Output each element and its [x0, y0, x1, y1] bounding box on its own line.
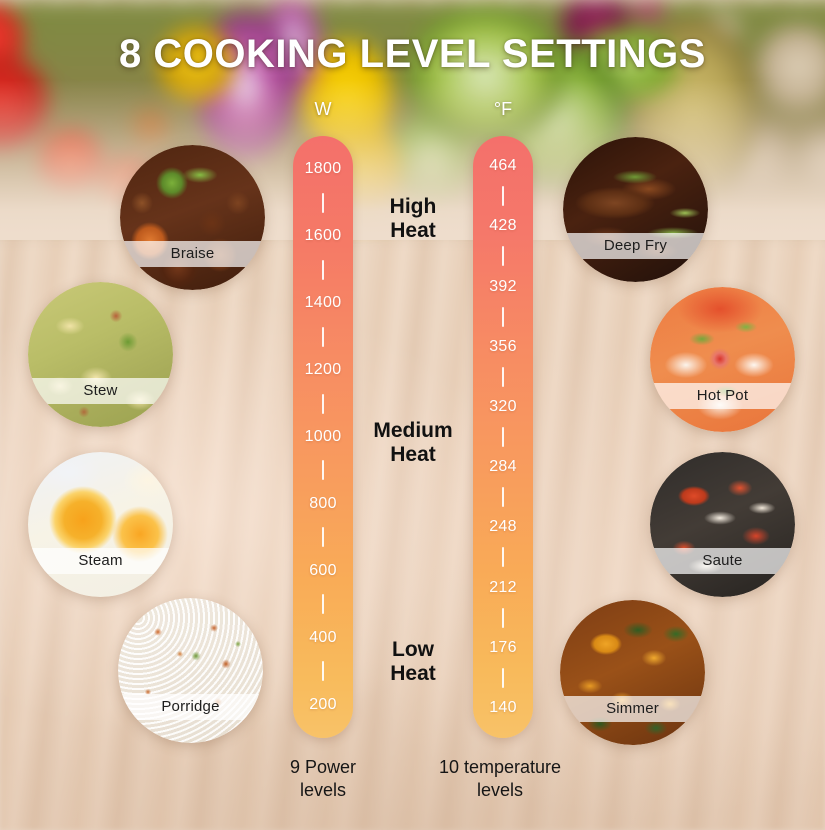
temperature-tick: 212: [473, 557, 533, 628]
heat-level-high-line2: Heat: [390, 218, 436, 242]
temperature-scale-caption: 10 temperature levels: [410, 756, 590, 803]
watt-unit-label: W: [314, 99, 332, 119]
heat-level-medium-line2: Heat: [390, 442, 436, 466]
temperature-caption-line2: levels: [476, 780, 524, 801]
hot-pot-photo: [650, 287, 795, 432]
heat-level-high: High Heat: [353, 195, 473, 242]
steam-label: Steam: [28, 548, 173, 574]
saute-photo: [650, 452, 795, 597]
watt-caption-line2: levels: [299, 780, 347, 801]
temperature-tick: 392: [473, 256, 533, 327]
watt-tick-list: 1800 1600 1400 1200 1000 800 600 400 200: [293, 136, 353, 738]
watt-tick-value: 400: [309, 628, 337, 646]
temperature-tick-value: 140: [489, 698, 517, 716]
heat-level-low-line1: Low: [392, 638, 434, 661]
watt-tick-value: 1200: [304, 361, 342, 379]
watt-tick: 1400: [293, 270, 353, 347]
temperature-tick-list: 464 428 392 356 320 284 248 212 176 140: [473, 136, 533, 738]
watt-scale-caption: 9 Power levels: [233, 756, 413, 803]
watt-tick: 1000: [293, 404, 353, 481]
watt-tick: 400: [293, 604, 353, 681]
stew-photo: [28, 282, 173, 427]
deep-fry-label: Deep Fry: [563, 233, 708, 259]
steam-photo: [28, 452, 173, 597]
temperature-tick-value: 212: [489, 578, 517, 596]
simmer-label: Simmer: [560, 696, 705, 722]
food-circle-simmer[interactable]: Simmer: [560, 600, 705, 745]
hot-pot-label: Hot Pot: [650, 383, 795, 409]
watt-tick-value: 800: [309, 494, 337, 512]
temperature-tick: 176: [473, 618, 533, 689]
temperature-tick-value: 356: [489, 337, 517, 355]
temperature-tick-value: 176: [489, 638, 517, 656]
temperature-tick: 428: [473, 196, 533, 267]
page-title: 8 COOKING LEVEL SETTINGS: [119, 32, 706, 76]
watt-tick-value: 1000: [304, 428, 342, 445]
watt-tick: 200: [293, 671, 353, 738]
food-circle-braise[interactable]: Braise: [120, 145, 265, 290]
stew-label: Stew: [28, 378, 173, 404]
temperature-tick-value: 428: [489, 217, 517, 235]
food-circle-hot-pot[interactable]: Hot Pot: [650, 287, 795, 432]
temperature-tick: 248: [473, 497, 533, 568]
food-circle-stew[interactable]: Stew: [28, 282, 173, 427]
simmer-photo: [560, 600, 705, 745]
temperature-scale-bar: 464 428 392 356 320 284 248 212 176 140: [473, 136, 533, 738]
temperature-tick-value: 320: [489, 397, 517, 415]
watt-scale-bar: 1800 1600 1400 1200 1000 800 600 400 200: [293, 136, 353, 738]
braise-label: Braise: [120, 241, 265, 267]
porridge-label: Porridge: [118, 694, 263, 720]
temperature-tick: 356: [473, 317, 533, 388]
heat-level-low-line2: Heat: [390, 661, 436, 685]
food-circle-saute[interactable]: Saute: [650, 452, 795, 597]
watt-tick: 1600: [293, 203, 353, 280]
watt-tick: 1200: [293, 337, 353, 414]
heat-level-low: Low Heat: [353, 638, 473, 685]
watt-tick-value: 1400: [304, 294, 342, 312]
watt-tick: 600: [293, 537, 353, 615]
watt-tick-value: 1600: [304, 227, 342, 245]
temperature-tick: 464: [473, 136, 533, 207]
watt-tick-value: 200: [309, 695, 337, 713]
temperature-tick: 140: [473, 678, 533, 738]
temperature-tick-value: 464: [489, 157, 517, 175]
food-circle-steam[interactable]: Steam: [28, 452, 173, 597]
deep-fry-photo: [563, 137, 708, 282]
temperature-tick-value: 248: [489, 518, 517, 536]
braise-photo: [120, 145, 265, 290]
watt-tick: 1800: [293, 136, 353, 213]
temperature-unit-label: °F: [493, 99, 513, 119]
food-circle-porridge[interactable]: Porridge: [118, 598, 263, 743]
watt-caption-line1: 9 Power: [289, 757, 357, 777]
food-circle-deep-fry[interactable]: Deep Fry: [563, 137, 708, 282]
porridge-photo: [118, 598, 263, 743]
temperature-tick: 320: [473, 377, 533, 448]
saute-label: Saute: [650, 548, 795, 574]
heat-level-high-line1: High: [389, 195, 437, 218]
watt-tick-value: 600: [309, 561, 337, 579]
heat-level-medium-line1: Medium: [373, 419, 453, 442]
watt-tick-value: 1800: [304, 160, 342, 178]
heat-level-medium: Medium Heat: [353, 419, 473, 466]
temperature-tick-value: 392: [489, 277, 517, 295]
temperature-tick: 284: [473, 437, 533, 508]
watt-tick: 800: [293, 470, 353, 548]
temperature-tick-value: 284: [489, 458, 517, 476]
temperature-caption-line1: 10 temperature: [438, 757, 562, 777]
